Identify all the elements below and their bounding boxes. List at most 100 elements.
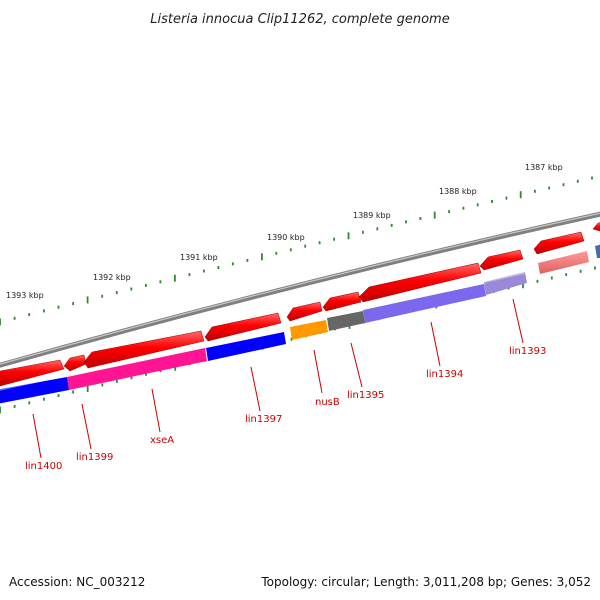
ruler-label-1390: 1390 kbp — [267, 233, 305, 242]
ruler-tick — [462, 206, 465, 210]
inner-ruler-tick — [130, 376, 133, 380]
leader-lin1400 — [32, 413, 42, 459]
inner-ruler-tick — [145, 372, 147, 376]
gene-arrow[interactable] — [358, 262, 482, 303]
leader-lin1394 — [430, 321, 441, 367]
inner-ruler-tick — [43, 397, 45, 401]
gene-label-lin1399[interactable]: lin1399 — [76, 452, 113, 463]
gene-label-lin1397[interactable]: lin1397 — [245, 414, 282, 425]
gene-arrow[interactable] — [592, 222, 600, 232]
ruler-tick — [548, 186, 551, 190]
gene-label-xseA[interactable]: xseA — [150, 435, 174, 446]
ruler-tick — [28, 313, 31, 317]
gene-arrow[interactable] — [204, 312, 282, 342]
ruler-tick — [246, 258, 249, 262]
forward-track — [0, 222, 600, 387]
ruler-label-1388: 1388 kbp — [439, 187, 477, 196]
gene-label-lin1400[interactable]: lin1400 — [25, 461, 62, 472]
inner-ruler-tick — [290, 337, 293, 341]
map-title: Listeria innocua Clip11262, complete gen… — [150, 12, 449, 27]
gene-bar-lin1393[interactable] — [484, 272, 527, 295]
gene-bar-nusB[interactable] — [290, 320, 328, 340]
ruler-tick — [86, 296, 89, 304]
ruler-tick — [534, 189, 536, 193]
leader-nusB — [313, 349, 323, 394]
ruler-tick — [217, 266, 220, 269]
ruler-tick — [333, 237, 335, 241]
ruler-label-1393: 1393 kbp — [6, 291, 44, 300]
inner-ruler-tick — [0, 406, 1, 414]
ruler-tick — [433, 211, 436, 219]
gene-bar-edge[interactable] — [595, 244, 600, 258]
ruler-tick — [591, 176, 593, 180]
gene-arrow[interactable] — [83, 330, 205, 369]
leader-lin1397 — [250, 366, 261, 412]
ruler-tick — [304, 244, 307, 248]
ruler-tick — [188, 273, 191, 277]
ruler-tick — [101, 294, 104, 298]
ruler-label-1392: 1392 kbp — [93, 273, 131, 282]
ruler-tick — [476, 203, 479, 207]
inner-ruler-tick — [536, 279, 539, 283]
inner-ruler-tick — [579, 269, 582, 273]
ruler-tick — [72, 302, 74, 306]
ruler-tick — [562, 183, 565, 187]
inner-ruler-tick — [594, 266, 596, 270]
gene-bar-lin1400[interactable] — [0, 377, 69, 404]
leader-lin1393 — [512, 298, 524, 344]
ruler-tick — [491, 200, 493, 203]
gene-label-lin1393[interactable]: lin1393 — [509, 346, 546, 357]
accession-text: Accession: NC_003212 — [9, 575, 145, 589]
ruler-tick — [419, 217, 422, 220]
gene-bar-pink[interactable] — [538, 251, 589, 274]
ruler-tick — [115, 291, 118, 295]
gene-label-nusB[interactable]: nusB — [315, 397, 340, 408]
gene-label-lin1394[interactable]: lin1394 — [426, 369, 463, 380]
inner-ruler-tick — [101, 383, 104, 387]
genome-backbone — [0, 211, 600, 368]
gene-arrow[interactable] — [0, 359, 65, 387]
leader-lin1395 — [350, 342, 363, 388]
ruler-tick — [289, 248, 292, 252]
gene-track — [0, 244, 600, 404]
gene-arrow[interactable] — [533, 231, 585, 255]
gene-labels: lin1393 lin1394 lin1395 nusB lin1397 xse… — [25, 346, 546, 472]
ruler-tick — [376, 227, 379, 231]
gene-bar-sheen — [0, 272, 526, 391]
ruler-tick — [505, 196, 508, 200]
genome-backbone-highlight — [0, 212, 600, 365]
ruler-tick — [57, 305, 60, 309]
ruler-tick — [448, 210, 450, 214]
inner-ruler-tick — [13, 404, 16, 408]
gene-bar-lin1399[interactable] — [67, 348, 207, 390]
inner-ruler-tick — [28, 401, 31, 405]
gene-bar-lin1397[interactable] — [206, 332, 286, 361]
ruler-tick — [362, 230, 364, 234]
ruler-tick — [159, 280, 162, 284]
topology-summary: Topology: circular; Length: 3,011,208 bp… — [260, 575, 591, 589]
inner-ruler-tick — [565, 273, 568, 277]
gene-arrow[interactable] — [63, 354, 87, 372]
inner-ruler-tick — [550, 276, 553, 280]
ruler-tick — [145, 283, 147, 287]
ruler-tick — [405, 220, 407, 224]
ruler-tick — [318, 241, 321, 245]
inner-ruler-tick — [522, 281, 524, 289]
gene-arrow[interactable] — [322, 291, 362, 312]
ruler-tick — [390, 223, 393, 227]
inner-ruler-tick — [116, 379, 118, 383]
ruler-tick — [232, 262, 234, 266]
gene-label-lin1395[interactable]: lin1395 — [347, 390, 384, 401]
ruler-tick — [275, 251, 278, 255]
gene-bar-lin1394[interactable] — [363, 284, 486, 323]
ruler-tick — [519, 191, 522, 199]
inner-ruler-tick — [57, 394, 60, 398]
gene-arrow[interactable] — [286, 301, 323, 322]
ruler-label-1387: 1387 kbp — [525, 163, 563, 172]
gene-arrow[interactable] — [479, 249, 524, 271]
inner-ruler-tick — [86, 385, 89, 392]
inner-ruler-tick — [72, 390, 74, 394]
gene-bar-lin1395[interactable] — [327, 311, 365, 331]
ruler-tick — [576, 179, 579, 183]
